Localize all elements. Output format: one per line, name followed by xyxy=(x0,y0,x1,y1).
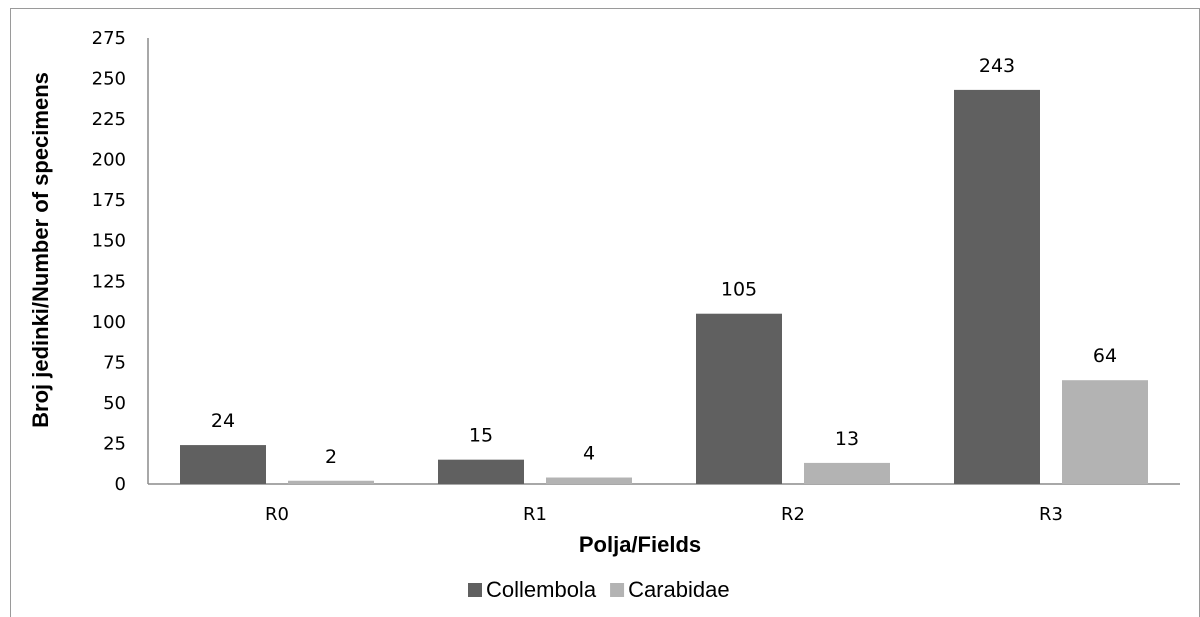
legend-swatch-collembola xyxy=(468,583,482,597)
bars xyxy=(180,89,1148,484)
data-label: 64 xyxy=(1093,345,1117,367)
data-label: 4 xyxy=(583,443,595,465)
bar-collembola-r0 xyxy=(180,445,266,484)
data-label: 243 xyxy=(979,55,1015,77)
data-label: 13 xyxy=(835,428,859,450)
data-label: 2 xyxy=(325,446,337,468)
data-label: 105 xyxy=(721,279,757,301)
bar-collembola-r1 xyxy=(438,459,524,484)
y-tick-label: 175 xyxy=(92,190,126,211)
y-tick-label: 0 xyxy=(115,474,126,495)
bar-carabidae-r0 xyxy=(288,480,374,484)
data-label: 24 xyxy=(211,410,235,432)
y-tick-label: 100 xyxy=(92,312,126,333)
y-tick-label: 125 xyxy=(92,271,126,292)
bar-carabidae-r2 xyxy=(804,462,890,484)
category-labels: R0 R1 R2 R3 xyxy=(265,504,1063,525)
y-tick-label: 200 xyxy=(92,150,126,171)
y-axis-title: Broj jedinki/Number of specimens xyxy=(28,72,53,428)
bar-carabidae-r3 xyxy=(1062,380,1148,484)
category-label: R1 xyxy=(523,504,547,525)
bar-collembola-r3 xyxy=(954,89,1040,484)
y-tick-label: 250 xyxy=(92,69,126,90)
legend-label-carabidae: Carabidae xyxy=(628,577,730,602)
y-tick-label: 225 xyxy=(92,109,126,130)
y-tick-label: 75 xyxy=(103,352,126,373)
bar-collembola-r2 xyxy=(696,313,782,484)
x-axis-title: Polja/Fields xyxy=(579,532,701,557)
y-tick-label: 150 xyxy=(92,231,126,252)
y-axis-ticks: 0 25 50 75 100 125 150 175 200 225 250 275 xyxy=(92,28,126,495)
category-label: R2 xyxy=(781,504,805,525)
category-label: R3 xyxy=(1039,504,1063,525)
legend: Collembola Carabidae xyxy=(468,577,730,602)
y-tick-label: 25 xyxy=(103,433,126,454)
data-labels: 24 2 15 4 105 13 243 64 xyxy=(211,55,1117,468)
legend-swatch-carabidae xyxy=(610,583,625,597)
y-tick-label: 50 xyxy=(103,393,126,414)
data-label: 15 xyxy=(469,425,493,447)
category-label: R0 xyxy=(265,504,289,525)
legend-label-collembola: Collembola xyxy=(486,577,597,602)
y-tick-label: 275 xyxy=(92,28,126,49)
bar-carabidae-r1 xyxy=(546,477,632,484)
